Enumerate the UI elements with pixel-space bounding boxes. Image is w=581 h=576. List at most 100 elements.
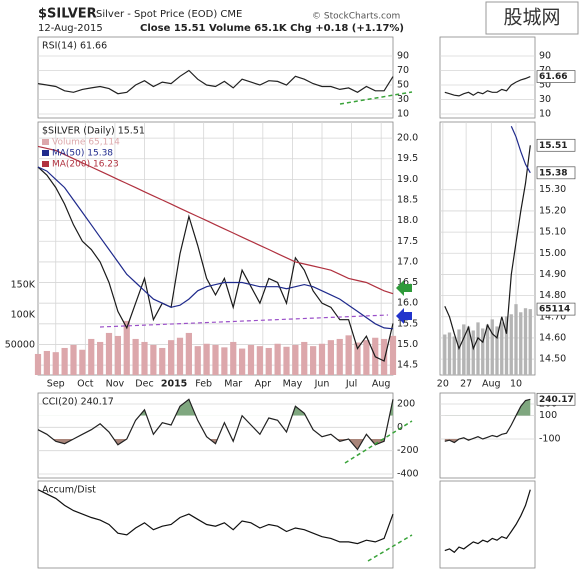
- blue-arrow: [396, 308, 412, 324]
- y-tick-label: 16.0: [397, 298, 418, 309]
- y-tick-label: 14.70: [539, 311, 566, 322]
- volume-bar: [194, 346, 201, 375]
- volume-bar: [476, 322, 480, 375]
- y-tick-label: 90: [397, 50, 409, 61]
- volume-bar: [70, 344, 77, 375]
- y-tick-label: 15.0: [397, 339, 418, 350]
- y-tick-label: 30: [539, 94, 551, 105]
- panel-title: $SILVER (Daily) 15.51: [42, 126, 145, 137]
- volume-bar: [381, 338, 388, 375]
- series-line: [37, 398, 394, 451]
- volume-bar: [159, 347, 166, 375]
- volume-bar: [471, 330, 475, 375]
- y-tick-label: 14.60: [539, 332, 566, 343]
- y-tick-label: 50: [397, 80, 409, 91]
- value-label-box: [536, 166, 576, 180]
- value-label-box: [536, 392, 576, 406]
- y-tick-label: 15.20: [539, 205, 566, 216]
- watermark: 股城网: [503, 7, 560, 29]
- legend-label: MA(200) 16.23: [52, 160, 119, 170]
- value-label-box: [536, 138, 576, 152]
- watermark-box: [485, 1, 579, 35]
- y-tick-label: 16.5: [397, 277, 418, 288]
- series-line: [37, 69, 394, 95]
- volume-bar: [114, 335, 121, 375]
- x-tick-label: Sep: [47, 379, 65, 390]
- legend-swatch: [42, 139, 49, 145]
- y2-tick-label: 50000: [5, 339, 35, 350]
- value-label: 61.66: [539, 72, 567, 82]
- y-tick-label: 19.0: [397, 174, 418, 185]
- volume-bar: [301, 341, 308, 375]
- volume-bar: [528, 309, 532, 375]
- y2-tick-label: 100K: [11, 309, 36, 320]
- description: Silver - Spot Price (EOD) CME: [96, 9, 242, 20]
- volume-bar: [310, 346, 317, 375]
- x-tick-label: Aug: [372, 379, 391, 390]
- volume-bar: [43, 350, 50, 375]
- value-label: 65114: [539, 305, 570, 315]
- symbol: $SILVER: [38, 7, 97, 22]
- volume-bar: [292, 344, 299, 375]
- volume-bar: [490, 319, 494, 375]
- legend-label: MA(50) 15.38: [52, 149, 113, 159]
- series-line: [37, 166, 394, 362]
- volume-bar: [265, 347, 272, 375]
- volume-bar: [354, 342, 361, 375]
- panels: 90 70 50 30 10 RSI(14) 61.66 20.0 19.5 19.0 18.5 1…: [5, 36, 576, 569]
- y-tick-label: 50: [539, 80, 551, 91]
- panel-frame: [37, 121, 394, 376]
- panel-frame: [37, 36, 394, 119]
- green-arrow: [396, 280, 412, 296]
- y-tick-label: 14.80: [539, 290, 566, 301]
- volume-bar: [447, 332, 452, 375]
- panel-title: RSI(14) 61.66: [42, 41, 107, 52]
- x-tick-label: Mar: [224, 379, 242, 390]
- x-tick-label: Dec: [135, 379, 153, 390]
- trend-line: [367, 534, 413, 562]
- oscillator-fill: [139, 399, 393, 416]
- volume-bar: [105, 332, 113, 375]
- quote: Close 15.51 Volume 65.1K Chg +0.18 (+1.1…: [140, 23, 404, 34]
- value-label-box: [536, 302, 576, 316]
- x-tick-label: Oct: [77, 379, 94, 390]
- y-tick-label: 100: [539, 410, 557, 421]
- x-tick-label: Feb: [195, 379, 212, 390]
- x-tick-label: 2015: [161, 379, 187, 390]
- series-line: [444, 76, 531, 97]
- panel-frame: [439, 480, 536, 569]
- support-line: [99, 314, 389, 328]
- oscillator-fill: [52, 439, 385, 450]
- volume-bar: [52, 352, 59, 375]
- series-line: [444, 489, 531, 554]
- y-tick-label: 70: [397, 65, 409, 76]
- volume-bar: [274, 343, 281, 375]
- volume-bar: [34, 353, 42, 375]
- volume-bar: [61, 347, 68, 375]
- y-tick-label: 200: [397, 398, 415, 409]
- volume-bar: [176, 337, 184, 375]
- volume-bar: [168, 340, 175, 375]
- x-tick-label: 20: [437, 379, 449, 390]
- volume-bar: [97, 341, 104, 375]
- x-tick-label: 10: [510, 379, 522, 390]
- y-tick-label: 19.5: [397, 153, 418, 164]
- volume-bar: [141, 341, 148, 375]
- legend-swatch: [42, 150, 49, 156]
- annotations: [99, 91, 413, 562]
- volume-bar: [345, 335, 352, 375]
- y-tick-label: 10: [539, 109, 551, 120]
- y-tick-label: 14.50: [539, 354, 566, 365]
- trend-line: [339, 91, 413, 105]
- volume-bar: [481, 328, 485, 375]
- y-tick-label: 17.5: [397, 236, 418, 247]
- y-tick-label: 20.0: [397, 133, 418, 144]
- volume-bar: [327, 340, 334, 375]
- volume-bar: [495, 326, 499, 375]
- volume-bar: [336, 338, 343, 375]
- x-tick-label: 27: [460, 379, 472, 390]
- x-tick-label: Aug: [482, 379, 501, 390]
- trend-line: [344, 420, 413, 464]
- y-tick-label: -100: [539, 434, 561, 445]
